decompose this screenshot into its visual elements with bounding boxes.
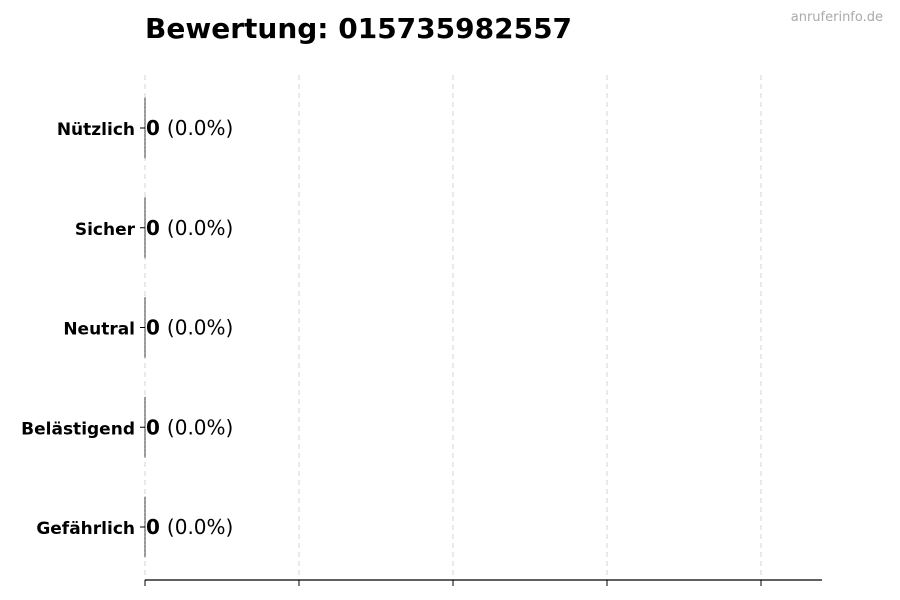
data-label-value: 0: [146, 515, 160, 539]
data-label: 0 (0.0%): [146, 415, 233, 439]
y-tick-label: Neutral: [63, 320, 135, 340]
data-label-value: 0: [146, 216, 160, 240]
data-label-percent: (0.0%): [167, 316, 233, 340]
data-label-percent: (0.0%): [167, 515, 233, 539]
data-label-percent: (0.0%): [167, 216, 233, 240]
data-label-value: 0: [146, 316, 160, 340]
chart-title: Bewertung: 015735982557: [145, 12, 573, 45]
data-label-value: 0: [146, 415, 160, 439]
data-label: 0 (0.0%): [146, 216, 233, 240]
data-label: 0 (0.0%): [146, 515, 233, 539]
watermark: anruferinfo.de: [790, 10, 883, 25]
y-tick-label: Nützlich: [57, 120, 135, 140]
data-label-percent: (0.0%): [167, 415, 233, 439]
data-label: 0 (0.0%): [146, 116, 233, 140]
y-tick-label: Belästigend: [21, 419, 135, 439]
data-label-percent: (0.0%): [167, 116, 233, 140]
data-label-value: 0: [146, 116, 160, 140]
y-tick-label: Sicher: [75, 220, 136, 240]
y-tick-label: Gefährlich: [36, 519, 135, 539]
data-label: 0 (0.0%): [146, 316, 233, 340]
